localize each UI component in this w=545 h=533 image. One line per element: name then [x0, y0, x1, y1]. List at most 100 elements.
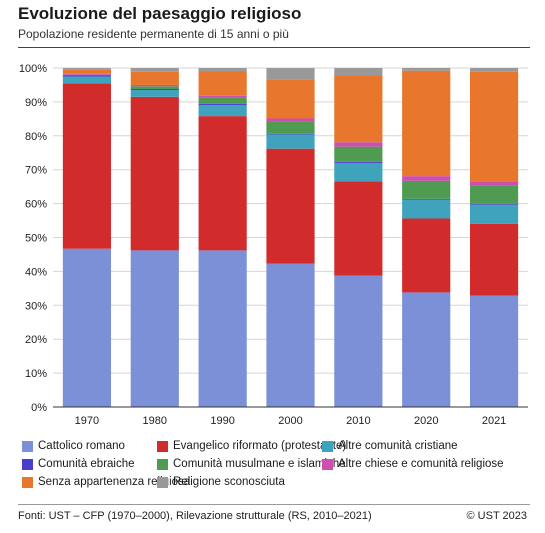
legend-item: Comunità ebraiche [22, 458, 135, 470]
chart-title: Evoluzione del paesaggio religioso [18, 4, 302, 23]
bar-segment-1980-0 [130, 250, 179, 407]
chart-subtitle: Popolazione residente permanente di 15 a… [18, 27, 289, 41]
bar-segment-2021-3 [469, 203, 519, 205]
bar-segment-1980-2 [130, 90, 179, 97]
legend-label: Cattolico romano [38, 440, 125, 452]
legend-label: Comunità musulmane e islamiche [173, 458, 346, 470]
bar-segment-1980-1 [130, 96, 179, 251]
bar-segment-2000-1 [266, 148, 315, 264]
bar-segment-2020-0 [402, 292, 451, 407]
bar-segment-2020-1 [402, 218, 451, 293]
source-note: Fonti: UST – CFP (1970–2000), Rilevazion… [18, 510, 372, 522]
bar-segment-2010-2 [334, 162, 383, 182]
bar-segment-1990-3 [198, 103, 247, 105]
bar-segment-1990-2 [198, 104, 247, 117]
x-tick-label: 1970 [75, 415, 99, 427]
x-tick-label: 2000 [278, 415, 302, 427]
bar-segment-2010-5 [334, 142, 383, 147]
bar-segment-1970-1 [62, 83, 112, 249]
bar-segment-1970-6 [62, 69, 112, 74]
bar-segment-1980-7 [130, 68, 179, 72]
bar-segment-1980-6 [130, 71, 179, 85]
bar-segment-1970-5 [62, 73, 112, 75]
bar-segment-2000-6 [266, 79, 315, 119]
y-tick-label: 20% [25, 334, 47, 346]
bar-segment-1980-3 [130, 89, 179, 91]
bar-segment-2020-2 [402, 199, 451, 219]
bar-segment-1990-4 [198, 97, 247, 104]
legend-label: Senza appartenenza religiosa [38, 476, 191, 488]
legend-item: Evangelico riformato (protestante) [157, 440, 346, 452]
legend-swatch [157, 458, 168, 470]
legend-item: Religione sconosciuta [157, 476, 285, 488]
legend-swatch [22, 476, 33, 488]
legend-label: Altre chiese e comunità religiose [338, 458, 504, 470]
legend-swatch [22, 440, 33, 452]
bar-segment-2000-2 [266, 134, 315, 149]
bar-segment-1990-6 [198, 71, 247, 96]
bar-segment-2020-7 [402, 68, 451, 71]
y-tick-label: 70% [25, 165, 47, 177]
bar-segment-2020-4 [402, 180, 451, 199]
bar-segment-2000-5 [266, 118, 315, 122]
legend-label: Altre comunità cristiane [338, 440, 458, 452]
y-tick-label: 100% [19, 63, 47, 75]
y-tick-label: 10% [25, 368, 47, 380]
bar-segment-1990-0 [198, 250, 247, 407]
y-tick-label: 40% [25, 266, 47, 278]
x-tick-label: 2021 [482, 415, 506, 427]
bar-segment-1970-3 [62, 75, 112, 77]
x-tick-label: 1990 [210, 415, 234, 427]
y-tick-label: 50% [25, 233, 47, 245]
bar-segment-2021-6 [469, 71, 519, 182]
bar-segment-1970-0 [62, 248, 112, 407]
bar-segment-2020-6 [402, 70, 451, 177]
y-tick-label: 90% [25, 97, 47, 109]
legend-item: Comunità musulmane e islamiche [157, 458, 346, 470]
bar-segment-1970-2 [62, 76, 112, 84]
legend-swatch [322, 458, 333, 470]
header-divider [18, 47, 530, 48]
stacked-bar-chart: 0% 10% 20% 30% 40% 50% 60% 70% 80% 90% 100% 1970 198… [19, 63, 528, 427]
bar-segment-2020-5 [402, 176, 451, 181]
bar-segment-2000-4 [266, 121, 315, 134]
x-tick-label: 1980 [143, 415, 167, 427]
bar-segment-2010-6 [334, 75, 383, 143]
legend-swatch [22, 458, 33, 470]
bar-segment-2010-1 [334, 181, 383, 276]
bar-segment-1990-7 [198, 68, 247, 72]
y-tick-label: 0% [31, 402, 47, 414]
bar-segment-2000-0 [266, 263, 315, 407]
bar-segment-2010-3 [334, 161, 383, 163]
legend-label: Evangelico riformato (protestante) [173, 440, 347, 452]
bar-segment-2010-4 [334, 146, 383, 162]
bar-segment-1970-4 [62, 74, 112, 76]
y-tick-label: 30% [25, 300, 47, 312]
bar-segment-2010-0 [334, 275, 383, 407]
bar-segment-1990-1 [198, 116, 247, 251]
bar-segment-2021-1 [469, 223, 519, 296]
bar-segment-1970-7 [62, 68, 112, 70]
bar-segment-2021-0 [469, 295, 519, 407]
legend-label: Comunità ebraiche [38, 458, 135, 470]
y-tick-label: 60% [25, 199, 47, 211]
bar-segment-2000-3 [266, 133, 315, 135]
legend-item: Altre chiese e comunità religiose [322, 458, 504, 470]
bar-segment-2010-7 [334, 68, 383, 76]
x-tick-label: 2020 [414, 415, 438, 427]
bar-segment-1990-5 [198, 95, 247, 98]
legend-label: Religione sconosciuta [173, 476, 285, 488]
bar-segment-1980-4 [130, 86, 179, 90]
bar-segment-1980-5 [130, 84, 179, 87]
copyright-note: © UST 2023 [466, 510, 528, 522]
legend-item: Senza appartenenza religiosa [22, 476, 190, 488]
bar-segment-2021-5 [469, 181, 519, 186]
bar-segment-2000-7 [266, 68, 315, 80]
legend-item: Cattolico romano [22, 440, 125, 452]
legend-swatch [322, 440, 333, 452]
x-tick-label: 2010 [346, 415, 370, 427]
bar-segment-2021-7 [469, 68, 519, 72]
bar-segment-2021-2 [469, 204, 519, 224]
legend-item: Altre comunità cristiane [322, 440, 458, 452]
bar-segment-2020-3 [402, 198, 451, 200]
